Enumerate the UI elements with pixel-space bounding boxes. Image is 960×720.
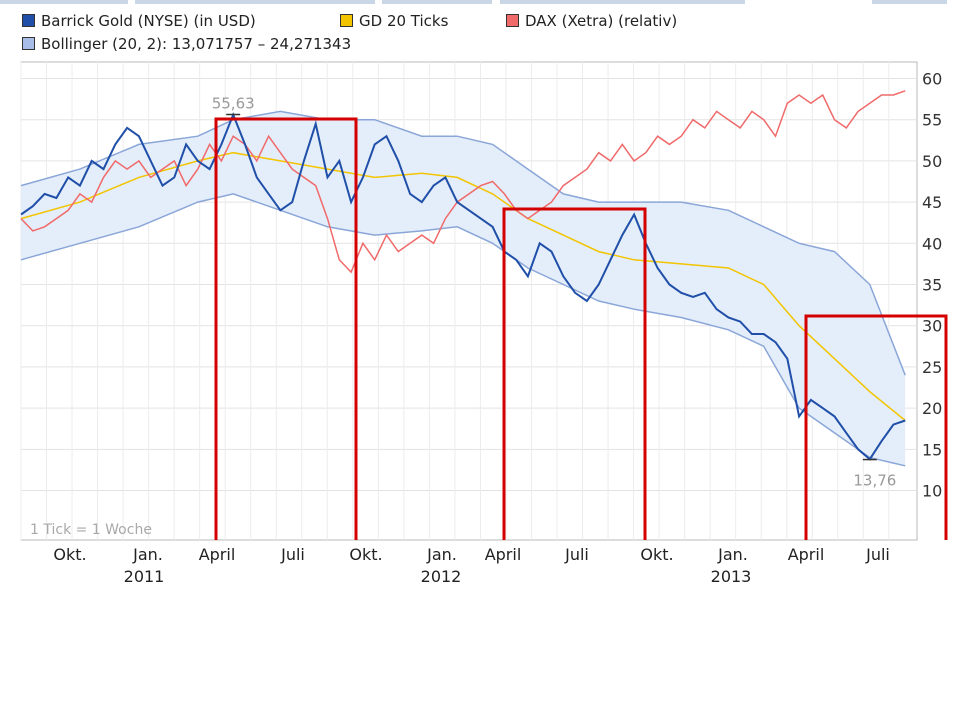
legend-swatch-barrick: [22, 14, 35, 27]
x-tick-label: Jan.: [426, 545, 457, 564]
top-tab-strip: [0, 0, 960, 6]
y-tick-label: 40: [922, 234, 942, 253]
tab-strip-segment: [0, 0, 128, 4]
tab-strip-segment: [382, 0, 492, 4]
y-tick-label: 35: [922, 276, 942, 295]
y-axis: 10 15 20 25 30 35 40 45 50 55 60: [922, 69, 942, 500]
y-tick-label: 10: [922, 482, 942, 501]
legend-swatch-dax: [506, 14, 519, 27]
y-tick-label: 20: [922, 399, 942, 418]
high-label: 55,63: [212, 94, 255, 112]
x-tick-label: Jan.: [717, 545, 748, 564]
y-tick-label: 25: [922, 358, 942, 377]
highlight-box-2012: [502, 207, 647, 540]
legend-label-barrick: Barrick Gold (NYSE) (in USD): [41, 12, 256, 30]
legend-label-bollinger: Bollinger (20, 2): 13,071757 – 24,271343: [41, 35, 352, 53]
legend-swatch-bollinger: [22, 37, 35, 50]
y-tick-label: 55: [922, 111, 942, 130]
y-tick-label: 45: [922, 193, 942, 212]
highlight-boxes: [214, 117, 948, 540]
y-tick-label: 15: [922, 440, 942, 459]
x-year-label: 2012: [421, 567, 462, 586]
x-tick-label: Okt.: [53, 545, 86, 564]
low-label: 13,76: [853, 472, 896, 490]
legend-item-bollinger[interactable]: Bollinger (20, 2): 13,071757 – 24,271343: [22, 33, 351, 56]
x-axis: Okt. Jan. April Juli Okt. Jan. April Juli Okt. Ja…: [53, 545, 889, 586]
x-tick-label: Okt.: [349, 545, 382, 564]
legend-label-dax: DAX (Xetra) (relativ): [525, 12, 678, 30]
tab-strip-segment: [872, 0, 947, 4]
bollinger-band-area: [21, 111, 906, 466]
x-tick-label: April: [788, 545, 825, 564]
legend-item-gd20[interactable]: GD 20 Ticks: [340, 10, 448, 33]
y-tick-label: 30: [922, 317, 942, 336]
legend-item-dax[interactable]: DAX (Xetra) (relativ): [506, 10, 677, 33]
tab-strip-segment: [500, 0, 745, 4]
highlight-box-2011: [214, 117, 358, 540]
x-year-label: 2013: [711, 567, 752, 586]
x-tick-label: Jan.: [132, 545, 163, 564]
x-tick-label: Juli: [280, 545, 305, 564]
highlight-box-2013: [804, 314, 948, 540]
chart-legend: Barrick Gold (NYSE) (in USD) GD 20 Ticks…: [22, 10, 742, 56]
x-year-label: 2011: [124, 567, 165, 586]
chart-annotations: 55,63 13,76: [212, 94, 897, 489]
x-tick-label: April: [485, 545, 522, 564]
legend-label-gd20: GD 20 Ticks: [359, 12, 449, 30]
legend-item-barrick[interactable]: Barrick Gold (NYSE) (in USD): [22, 10, 256, 33]
tab-strip-segment: [135, 0, 375, 4]
x-tick-label: Juli: [865, 545, 890, 564]
tick-note: 1 Tick = 1 Woche: [30, 522, 152, 538]
y-tick-label: 50: [922, 152, 942, 171]
series-line-barrick: [20, 111, 906, 461]
y-tick-label: 60: [922, 69, 942, 88]
x-tick-label: Okt.: [640, 545, 673, 564]
x-tick-label: Juli: [564, 545, 589, 564]
series-line-dax: [20, 90, 906, 274]
x-tick-label: April: [199, 545, 236, 564]
legend-swatch-gd20: [340, 14, 353, 27]
